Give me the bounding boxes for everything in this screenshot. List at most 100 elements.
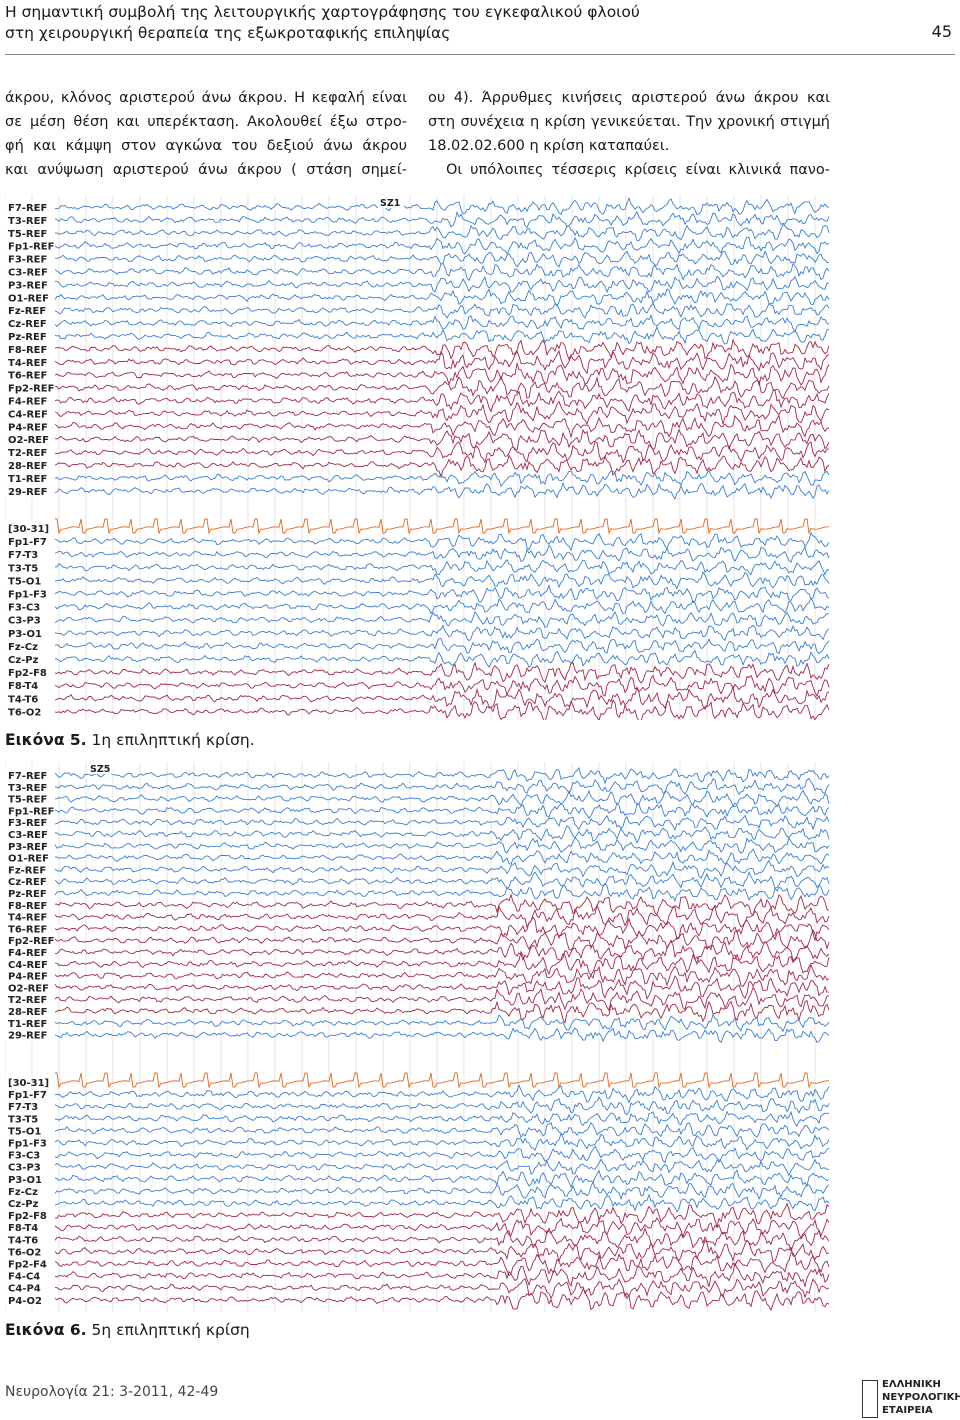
label-bg <box>5 588 55 599</box>
figure-caption: Εικόνα 5. 1η επιληπτική κρίση. <box>5 731 255 749</box>
channel-label: F4-REF <box>8 948 47 959</box>
label-bg <box>5 561 55 573</box>
running-title: στη χειρουργική θεραπεία της εξωκροταφικ… <box>5 24 451 42</box>
channel-label: T4-T6 <box>8 1235 38 1246</box>
eeg-trace <box>54 597 830 615</box>
marker-bg <box>88 762 114 774</box>
channel-label: T2-REF <box>8 995 47 1006</box>
channel-label: [30-31] <box>8 1078 49 1089</box>
channel-label: Pz-REF <box>8 889 47 900</box>
channel-label: C3-P3 <box>8 1163 41 1174</box>
caption-text: 5η επιληπτική κρίση <box>91 1321 250 1339</box>
eeg-trace <box>54 428 830 451</box>
label-bg <box>5 472 55 484</box>
channel-label: P3-REF <box>8 842 48 853</box>
label-bg <box>5 369 55 381</box>
eeg-figure: F7-REFT3-REFT5-REFFp1-REFF3-REFC3-REFP3-… <box>5 762 830 1312</box>
channel-label: F8-REF <box>8 345 47 356</box>
eeg-trace <box>54 349 830 375</box>
channel-label: 29-REF <box>8 487 47 498</box>
eeg-trace <box>54 1145 830 1164</box>
logo-icon <box>862 1380 878 1418</box>
label-bg <box>5 781 55 793</box>
society-logo: ΕΛΛΗΝΙΚΗ ΝΕΥΡΟΛΟΓΙΚΗ ΕΤΑΙΡΕΙΑ <box>862 1378 960 1420</box>
right-column: ου 4). Άρρυθμες κινήσεις αριστερού άνω ά… <box>428 86 830 182</box>
eeg-trace <box>54 789 830 808</box>
channel-label: F7-REF <box>8 771 47 782</box>
eeg-trace <box>54 1121 830 1139</box>
eeg-trace <box>54 570 830 590</box>
channel-label: C3-REF <box>8 830 48 841</box>
channel-label: T3-REF <box>8 216 47 227</box>
label-bg <box>5 1173 55 1185</box>
eeg-trace <box>54 288 830 307</box>
eeg-trace <box>54 1000 830 1025</box>
channel-label: O2-REF <box>8 435 49 446</box>
eeg-trace <box>54 361 830 387</box>
channel-label: Fp1-REF <box>8 242 54 253</box>
label-bg <box>5 382 55 394</box>
channel-label: F7-REF <box>8 203 47 214</box>
label-bg <box>5 485 55 497</box>
channel-label: T4-T6 <box>8 694 38 705</box>
seizure-marker: SZ5 <box>90 764 110 775</box>
channel-label: [30-31] <box>8 524 49 535</box>
page-number: 45 <box>931 22 952 41</box>
label-bg <box>5 958 55 970</box>
eeg-trace <box>54 302 830 319</box>
channel-label: F7-T3 <box>8 550 38 561</box>
caption-text: 1η επιληπτική κρίση. <box>91 731 255 749</box>
channel-label: P4-REF <box>8 972 48 983</box>
channel-label: Fp2-F8 <box>8 1211 47 1222</box>
caption-label: Εικόνα 6. <box>5 1321 87 1339</box>
channel-label: F3-REF <box>8 818 47 829</box>
channel-label: T4-REF <box>8 358 47 369</box>
channel-label: P4-O2 <box>8 1296 42 1307</box>
eeg-trace <box>54 584 830 604</box>
logo-text: ΕΛΛΗΝΙΚΗ ΝΕΥΡΟΛΟΓΙΚΗ ΕΤΑΙΡΕΙΑ <box>882 1378 960 1417</box>
eeg-trace <box>54 262 830 282</box>
label-bg <box>5 1124 55 1136</box>
channel-label: T5-REF <box>8 229 47 240</box>
eeg-trace <box>54 375 830 400</box>
eeg-trace <box>54 275 830 294</box>
eeg-trace <box>54 1083 830 1104</box>
label-bg <box>5 253 55 265</box>
eeg-trace <box>54 338 830 361</box>
channel-label: O1-REF <box>8 293 49 304</box>
eeg-figure: F7-REFT3-REFT5-REFFp1-REFF3-REFC3-REFP3-… <box>5 195 830 720</box>
citation: Νευρολογία 21: 3-2011, 42-49 <box>5 1384 219 1400</box>
label-bg <box>5 317 55 329</box>
eeg-trace <box>54 400 830 425</box>
eeg-trace <box>54 210 830 229</box>
channel-label: Cz-Pz <box>8 1199 39 1210</box>
label-bg <box>5 816 55 828</box>
eeg-trace <box>54 1158 830 1177</box>
channel-label: Fz-Cz <box>8 1187 38 1198</box>
channel-label: T1-REF <box>8 1019 47 1030</box>
eeg-trace <box>54 767 830 785</box>
label-bg <box>5 1197 55 1209</box>
label-bg <box>5 266 55 277</box>
eeg-trace <box>54 482 830 501</box>
eeg-trace <box>54 893 830 917</box>
eeg-trace <box>54 871 830 889</box>
channel-label: F8-REF <box>8 901 47 912</box>
text-line: στη συνέχεια η κρίση γενικεύεται. Την χρ… <box>428 114 830 130</box>
channel-label: T2-REF <box>8 448 47 459</box>
label-bg <box>5 970 55 982</box>
channel-label: Fp1-F7 <box>8 1090 47 1101</box>
text-line: και ανύψωση αριστερού άνω άκρου ( στάση … <box>5 162 407 178</box>
label-bg <box>5 1209 55 1221</box>
eeg-trace <box>54 1262 830 1288</box>
channel-label: T6-O2 <box>8 1247 41 1258</box>
eeg-trace <box>54 824 830 845</box>
channel-label: P3-O1 <box>8 1175 42 1186</box>
label-bg <box>5 1005 55 1017</box>
channel-label: T6-REF <box>8 371 47 382</box>
channel-label: C3-REF <box>8 268 48 279</box>
channel-label: 28-REF <box>8 1007 47 1018</box>
eeg-trace <box>54 196 830 216</box>
eeg-trace <box>54 250 829 268</box>
